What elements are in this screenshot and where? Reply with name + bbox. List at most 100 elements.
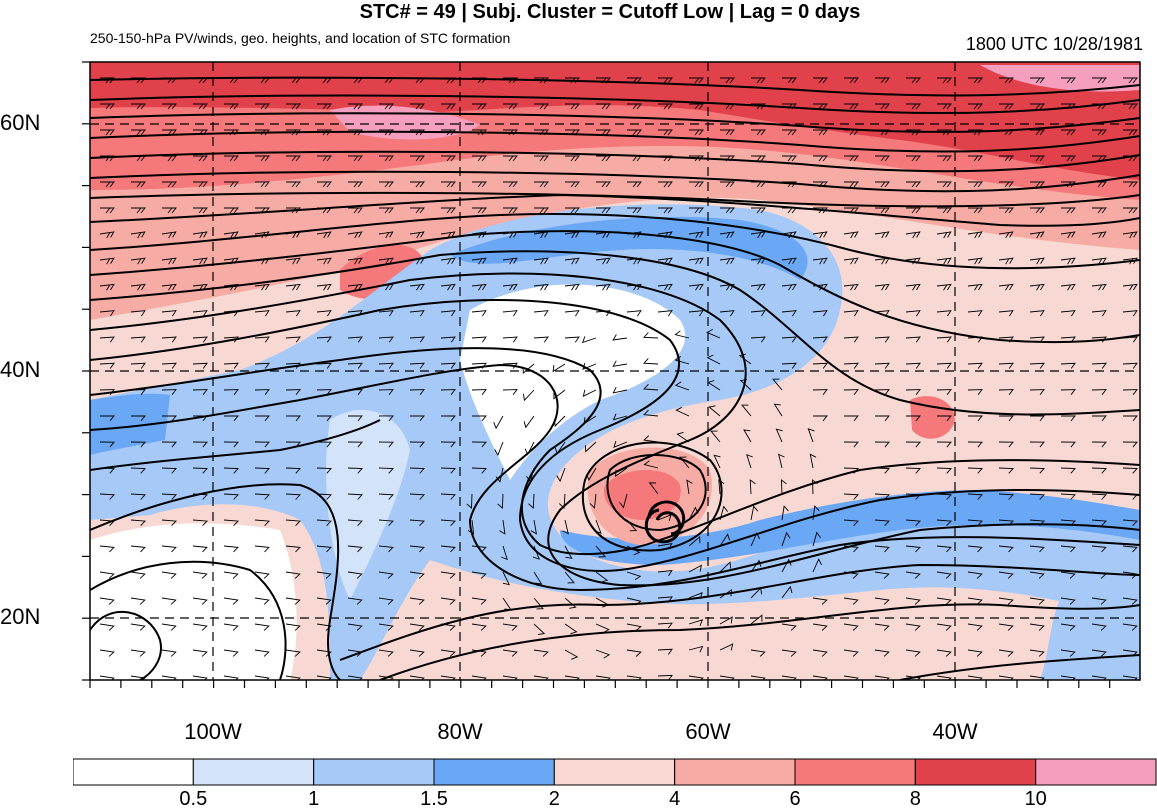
wind-barb <box>347 545 363 553</box>
wind-barb <box>689 155 704 162</box>
wind-barb <box>533 310 549 317</box>
colorbar-swatch <box>674 758 796 786</box>
wind-barb <box>441 155 456 162</box>
height-contour <box>899 654 1140 680</box>
wind-barb <box>348 77 363 84</box>
wind-barb <box>1122 362 1138 369</box>
wind-barb <box>379 129 394 136</box>
wind-barb <box>812 558 823 573</box>
tropical-cyclone-symbol-stroke <box>647 500 686 536</box>
wind-barb <box>472 129 487 136</box>
wind-barb <box>502 283 518 291</box>
wind-barb <box>688 592 703 600</box>
wind-barb <box>1092 181 1107 188</box>
wind-barb <box>998 467 1014 474</box>
wind-barb <box>875 77 890 84</box>
wind-barb <box>1122 597 1138 605</box>
height-contour <box>90 150 1140 173</box>
wind-barb <box>347 519 363 527</box>
wind-barb <box>582 362 597 370</box>
wind-barb <box>643 435 659 443</box>
colorbar-swatch <box>73 758 194 786</box>
wind-barb <box>410 207 425 214</box>
lon-label-60w: 60W <box>685 719 731 744</box>
wind-barb <box>998 675 1014 680</box>
wind-barb <box>750 614 763 625</box>
wind-barb <box>223 362 239 369</box>
wind-barb <box>440 441 456 448</box>
wind-barb <box>254 362 270 369</box>
wind-barb <box>410 129 425 136</box>
wind-barb <box>1029 571 1045 579</box>
wind-barb <box>130 336 146 343</box>
wind-barb <box>223 675 239 680</box>
colorbar-level-label: 1.5 <box>420 788 448 810</box>
wind-barb <box>595 597 610 608</box>
wind-barb <box>1030 181 1045 188</box>
wind-barb <box>440 493 456 500</box>
wind-barb <box>99 283 115 291</box>
wind-barb <box>844 181 859 188</box>
wind-barb <box>812 283 828 291</box>
wind-barb <box>627 155 642 162</box>
wind-barb <box>378 493 394 500</box>
wind-barb <box>348 129 363 136</box>
wind-barb <box>812 649 828 657</box>
wind-barb <box>1060 649 1076 657</box>
wind-barb <box>1092 129 1107 136</box>
wind-barb <box>874 519 890 527</box>
wind-barb <box>967 519 983 527</box>
wind-barb <box>1123 77 1138 84</box>
wind-barb <box>875 207 890 214</box>
wind-barb <box>1029 649 1045 657</box>
wind-barb <box>565 181 580 188</box>
wind-barb <box>99 649 115 657</box>
wind-barb <box>534 155 549 162</box>
wind-barb <box>1122 310 1138 317</box>
colorbar-swatch <box>313 758 435 786</box>
wind-barb <box>937 181 952 188</box>
wind-barb <box>440 519 456 527</box>
wind-barb <box>441 181 456 188</box>
wind-barb <box>1091 283 1107 291</box>
wind-barb <box>502 257 518 265</box>
wind-barb <box>1060 389 1076 395</box>
wind-barb <box>534 129 549 136</box>
wind-barb <box>1123 207 1138 214</box>
wind-barb <box>905 310 921 317</box>
wind-barb <box>161 441 177 448</box>
wind-barb <box>750 336 766 343</box>
wind-barb <box>772 378 783 391</box>
wind-barb <box>781 257 797 265</box>
wind-barb <box>741 404 752 417</box>
wind-barb <box>409 649 425 657</box>
wind-barb <box>782 181 797 188</box>
wind-barb <box>502 649 518 657</box>
wind-barb <box>1092 77 1107 84</box>
wind-barb <box>751 181 766 188</box>
wind-barb <box>967 545 983 553</box>
wind-barb <box>1029 623 1045 631</box>
wind-barb <box>161 283 177 291</box>
wind-barb <box>619 493 628 509</box>
wind-barb <box>440 467 456 474</box>
wind-barb <box>99 336 115 343</box>
wind-barb <box>998 571 1014 579</box>
wind-barb <box>223 310 239 317</box>
wind-barb <box>743 429 752 443</box>
wind-barb <box>719 283 735 291</box>
wind-barb <box>657 231 673 239</box>
wind-barb <box>553 389 566 400</box>
wind-barb <box>626 283 642 291</box>
wind-barb <box>223 336 239 343</box>
wind-barb <box>409 389 425 395</box>
wind-barb <box>658 129 673 136</box>
wind-barb <box>254 493 270 500</box>
wind-barb <box>739 379 752 391</box>
wind-barb <box>595 257 611 265</box>
wind-barb <box>658 103 673 110</box>
wind-barb <box>1060 597 1076 605</box>
height-contour <box>90 76 1140 97</box>
wind-barb <box>720 155 735 162</box>
colorbar-level-label: 0.5 <box>179 788 208 810</box>
